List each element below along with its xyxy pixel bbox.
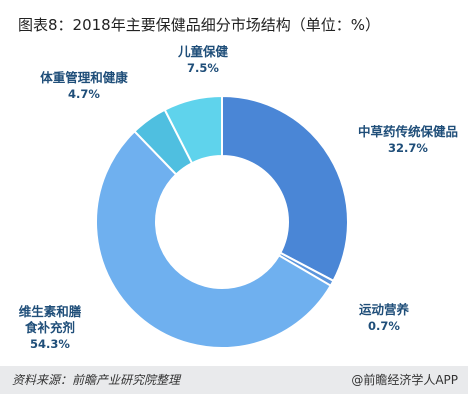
label-vitamins: 维生素和膳食补充剂 54.3%: [18, 304, 82, 352]
label-children-health: 儿童保健 7.5%: [178, 44, 228, 76]
brand-credit: @前瞻经济学人APP: [351, 371, 458, 388]
brand-name: 前瞻经济学人APP: [363, 373, 458, 387]
at-sign: @: [351, 373, 364, 387]
label-tcm-health: 中草药传统保健品 32.7%: [352, 124, 464, 156]
source-note: 资料来源：前瞻产业研究院整理: [12, 373, 181, 387]
slice-children-health: [163, 94, 223, 165]
footer-bar: [0, 366, 468, 394]
slice-value-tcm-health: 32.7%: [388, 141, 428, 155]
slice-value-children-health: 7.5%: [187, 61, 219, 75]
slice-value-sports-nutrition: 0.7%: [368, 319, 400, 333]
label-sports-nutrition: 运动营养 0.7%: [352, 302, 416, 334]
slice-label-sports-nutrition: 运动营养: [358, 302, 409, 317]
slice-label-tcm-health: 中草药传统保健品: [357, 124, 458, 139]
label-weight-management: 体重管理和健康 4.7%: [20, 70, 148, 102]
slice-tcm-health: [221, 94, 349, 283]
slice-vitamins: [95, 129, 333, 349]
slice-label-vitamins: 维生素和膳食补充剂: [18, 304, 82, 335]
chart-title: 图表8：2018年主要保健品细分市场结构（单位：%）: [18, 16, 380, 34]
slice-label-weight-management: 体重管理和健康: [40, 70, 128, 85]
slice-value-weight-management: 4.7%: [68, 87, 100, 101]
slice-value-vitamins: 54.3%: [30, 337, 70, 351]
slice-label-children-health: 儿童保健: [178, 44, 229, 59]
